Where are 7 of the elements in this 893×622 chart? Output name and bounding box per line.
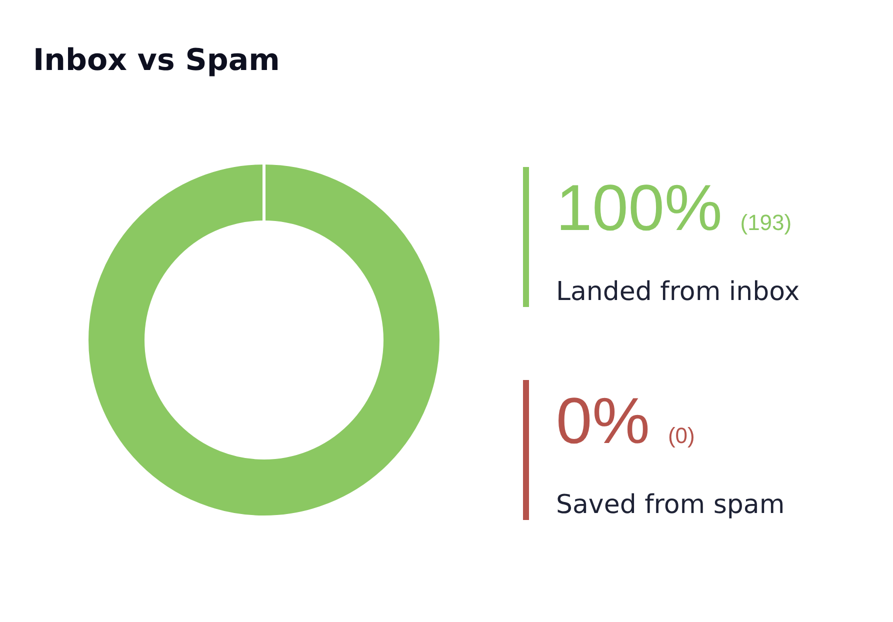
data-label: 100%	[556, 171, 722, 244]
text: (0)	[668, 423, 695, 448]
category-label: Saved from spam	[556, 490, 785, 520]
chart-title: Inbox vs Spam	[33, 43, 280, 78]
text: 0%	[556, 384, 650, 457]
text: (193)	[740, 210, 792, 235]
slice-label: Landed from inbox	[556, 277, 800, 307]
